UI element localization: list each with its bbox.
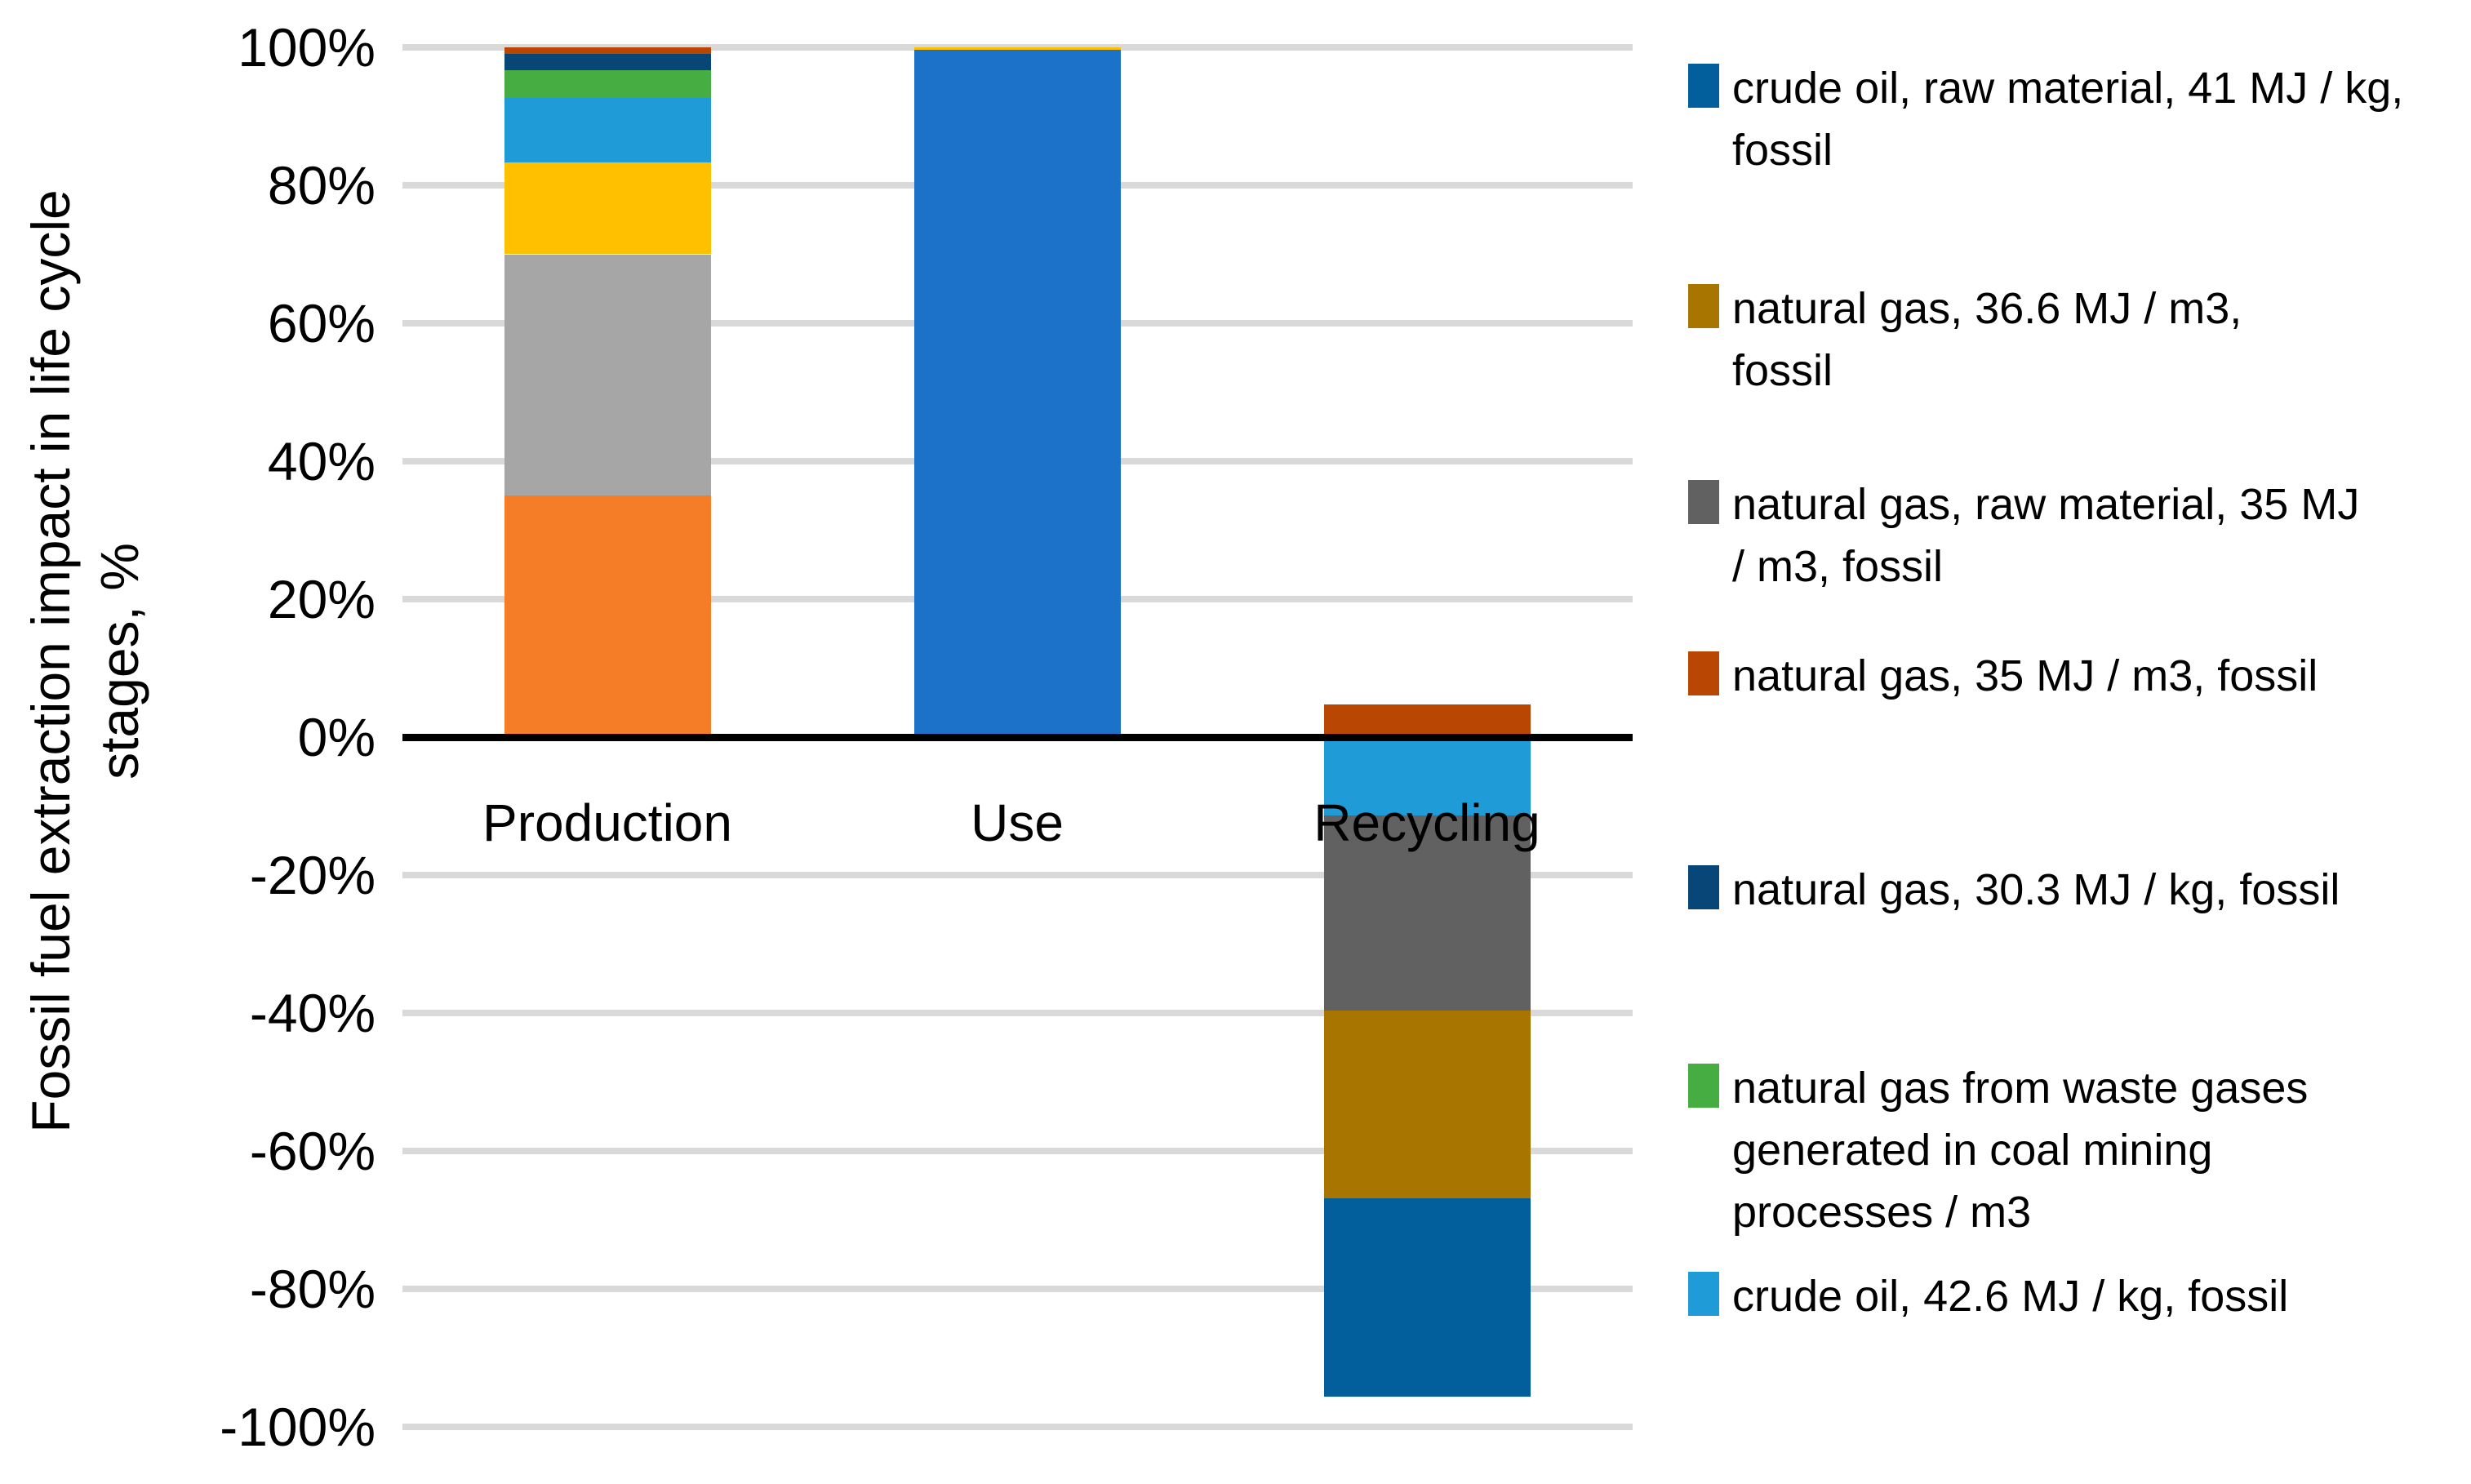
category-label-recycling: Recycling: [1313, 793, 1540, 852]
legend-label: natural gas, raw material, 35 MJ / m3, f…: [1732, 480, 2360, 591]
y-tick-label-100: 100%: [238, 17, 376, 78]
y-tick-label--80: -80%: [249, 1259, 376, 1319]
y-tick-label--40: -40%: [249, 983, 376, 1043]
bar-segment-recycling-sky_blue: [1323, 737, 1531, 816]
bar-segment-production-light_gray: [504, 254, 711, 496]
y-tick-label-80: 80%: [267, 155, 376, 215]
legend-label: crude oil, 42.6 MJ / kg, fossil: [1732, 1272, 2289, 1321]
bar-segment-recycling-rust: [1323, 704, 1531, 737]
category-label-use: Use: [971, 793, 1064, 852]
bar-segment-use-bright_blue: [913, 50, 1121, 737]
legend-label: natural gas, 30.3 MJ / kg, fossil: [1732, 865, 2340, 914]
legend-swatch-icon-navy: [1688, 865, 1719, 909]
legend-swatch-icon-dark_blue: [1688, 64, 1719, 108]
y-axis-title: Fossil fuel extraction impact in life cy…: [16, 90, 155, 1233]
bar-segment-production-green: [504, 69, 711, 98]
category-label-production: Production: [482, 793, 732, 852]
bar-segment-production-navy: [504, 54, 711, 70]
y-tick-label--60: -60%: [249, 1121, 376, 1181]
legend-swatch-icon-green: [1688, 1064, 1719, 1108]
legend-swatch-icon-dark_goldenrod: [1688, 284, 1719, 328]
y-axis-title-line-1: Fossil fuel extraction impact in life cy…: [20, 189, 81, 1133]
gridline--60: [402, 1148, 1633, 1154]
bar-segment-recycling-dark_goldenrod: [1323, 1010, 1531, 1199]
bar-segment-production-orange: [504, 495, 711, 737]
y-tick-label-20: 20%: [267, 569, 376, 629]
gridline--100: [402, 1424, 1633, 1430]
legend-swatch-icon-dark_gray: [1688, 480, 1719, 524]
y-tick-label--100: -100%: [220, 1397, 376, 1457]
bar-segment-production-rust: [504, 47, 711, 55]
y-tick-label-40: 40%: [267, 431, 376, 491]
bar-segment-recycling-dark_blue: [1323, 1198, 1531, 1397]
bar-segment-recycling-dark_gray: [1323, 815, 1531, 1011]
x-axis-zero-line: [402, 734, 1633, 741]
legend-label: crude oil, raw material, 41 MJ / kg, fos…: [1732, 64, 2404, 175]
y-tick-label-60: 60%: [267, 293, 376, 353]
y-tick-label--20: -20%: [249, 845, 376, 905]
gridline--20: [402, 872, 1633, 878]
bar-segment-use-gold: [913, 47, 1121, 51]
bar-segment-production-gold: [504, 162, 711, 255]
y-axis-title-line-2: stages, %: [89, 543, 149, 780]
bar-segment-production-sky_blue: [504, 97, 711, 163]
legend-swatch-icon-sky_blue: [1688, 1272, 1719, 1316]
legend-swatch-icon-rust: [1688, 651, 1719, 695]
gridline--80: [402, 1286, 1633, 1292]
legend-label: natural gas from waste gases generated i…: [1732, 1064, 2309, 1237]
y-tick-label-0: 0%: [297, 707, 376, 767]
gridline--40: [402, 1010, 1633, 1016]
legend-label: natural gas, 35 MJ / m3, fossil: [1732, 651, 2318, 700]
legend-label: natural gas, 36.6 MJ / m3, fossil: [1732, 284, 2242, 395]
